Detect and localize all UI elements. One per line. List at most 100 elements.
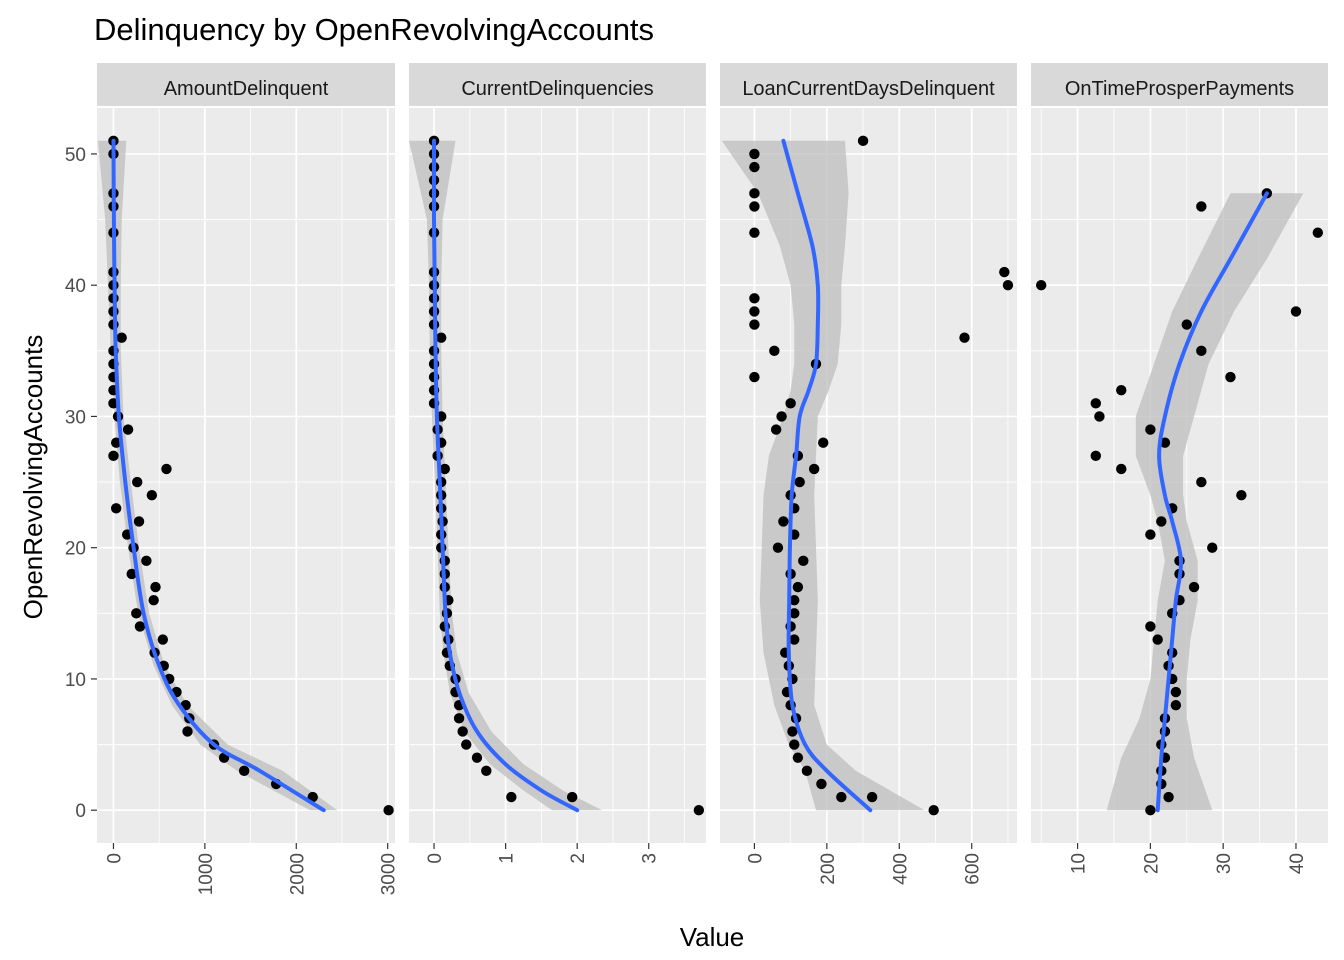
data-point [749,148,760,160]
data-point [436,332,447,343]
data-point [1145,621,1156,632]
data-point [789,594,800,606]
data-point [769,345,780,357]
y-tick-label: 40 [65,276,86,297]
panel-background [97,108,395,843]
data-point [1090,450,1101,462]
data-point [1116,384,1127,396]
data-point [131,608,142,619]
data-point [134,621,146,632]
x-tick-label: 400 [890,853,911,885]
facet-panel: LoanCurrentDaysDelinquent 0 200 400 600 [720,63,1017,885]
data-point [818,437,829,448]
data-point [808,463,820,475]
facet-strip-label: CurrentDelinquencies [461,78,653,100]
data-point [794,476,805,488]
data-point [787,726,798,737]
x-tick-label: 200 [818,853,839,885]
data-point [1116,463,1127,475]
data-point [1196,476,1207,488]
panel-background [409,108,706,843]
data-point [772,542,784,553]
data-point [749,227,760,238]
data-point [1145,529,1156,540]
y-tick-label: 0 [75,801,86,822]
facet-panel: CurrentDelinquencies 0 1 2 3 [409,63,706,864]
data-point [836,791,847,803]
data-point [126,568,137,580]
data-point [999,266,1010,278]
data-point [1207,542,1218,553]
data-point [157,634,169,645]
x-tick-label: 1 [497,853,518,864]
data-point [1236,489,1247,501]
y-axis: 0 10 20 30 40 50 [65,145,97,822]
facet-strip-label: OnTimeProsperPayments [1065,78,1294,100]
data-point [150,581,161,593]
data-point [816,778,827,790]
data-point [1156,516,1167,527]
data-point [1035,279,1047,291]
data-point [461,739,472,750]
data-point [116,332,127,343]
facet-strip [1031,63,1328,106]
data-point [866,791,878,803]
data-point [1145,424,1156,435]
x-tick-label: 3 [640,853,661,864]
data-point [789,634,800,645]
x-tick-label: 20 [1141,853,1162,874]
facet-strip-label: LoanCurrentDaysDelinquent [742,78,995,100]
x-tick-label: 3000 [379,853,400,895]
data-point [141,555,152,567]
data-point [857,135,869,147]
data-point [749,319,760,330]
data-point [749,293,760,304]
data-point [110,503,122,514]
x-tick-label: 2 [568,853,589,864]
data-point [792,752,804,763]
trend-line [111,138,326,813]
data-point [1002,279,1014,291]
data-point [122,424,134,435]
data-point [1196,201,1207,212]
data-point [1090,398,1101,409]
data-point [749,161,760,173]
data-point [110,437,122,448]
data-point [789,739,800,750]
data-point [161,463,172,475]
data-point [778,516,789,527]
facet-panel: OnTimeProsperPayments 10 20 30 40 [1031,63,1328,874]
data-point [749,371,760,383]
confidence-band [1106,193,1304,811]
x-tick-label: 30 [1214,853,1235,874]
data-point [1181,319,1192,330]
y-tick-label: 10 [65,670,86,691]
y-tick-label: 50 [65,145,86,166]
x-tick-label: 1000 [196,853,217,895]
data-point [146,489,158,501]
data-point [1094,411,1105,422]
data-point [959,332,970,343]
data-point [1290,306,1302,317]
data-point [108,450,119,462]
data-point [1170,686,1182,698]
data-point [506,791,517,803]
chart-title: Delinquency by OpenRevolvingAccounts [94,12,654,47]
facet-strip [97,63,395,106]
x-tick-label: 40 [1287,853,1308,874]
data-point [1163,791,1174,803]
data-point [1145,804,1156,816]
data-point [471,752,483,763]
x-axis-title: Value [680,922,745,952]
data-point [749,188,760,199]
data-point [566,791,578,803]
data-point [182,726,193,737]
data-point [749,306,760,317]
facet-panel: AmountDelinquent 0 1000 2000 3000 [97,63,400,895]
y-tick-label: 20 [65,539,86,560]
y-tick-label: 30 [65,407,86,428]
confidence-band [409,140,603,811]
data-point [1196,345,1207,357]
